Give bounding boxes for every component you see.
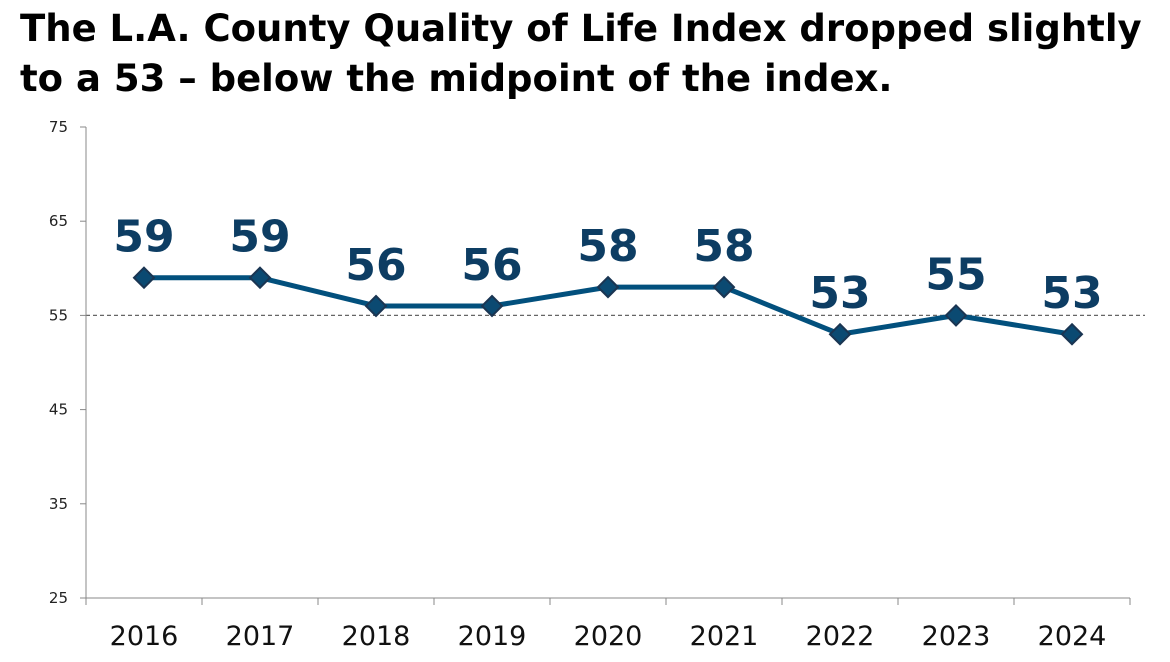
- x-tick-label: 2018: [342, 621, 411, 652]
- y-tick-label: 45: [49, 401, 68, 419]
- y-tick-label: 65: [49, 212, 68, 230]
- data-label: 53: [1041, 268, 1102, 319]
- data-point-marker: [712, 275, 736, 299]
- data-point-marker: [480, 294, 504, 318]
- data-point-marker: [944, 303, 968, 327]
- x-tick-label: 2021: [690, 621, 759, 652]
- x-tick-label: 2024: [1038, 621, 1107, 652]
- data-label: 56: [345, 240, 406, 291]
- data-label: 56: [461, 240, 522, 291]
- data-point-marker: [132, 266, 156, 290]
- data-label: 58: [693, 221, 754, 272]
- axis-layer: 75 65 55 45 35 25 2016 2017 2018 2019 2020 2021 2022…: [49, 118, 1131, 652]
- y-tick-label: 55: [49, 306, 68, 324]
- x-tick-label: 2023: [922, 621, 991, 652]
- data-label: 59: [229, 212, 290, 263]
- data-label-layer: 59 59 56 56 58 58 53 55 53: [113, 212, 1102, 320]
- data-label: 53: [809, 268, 870, 319]
- y-tick-label: 75: [49, 118, 68, 136]
- data-point-marker: [596, 275, 620, 299]
- data-label: 59: [113, 212, 174, 263]
- y-tick-label: 25: [49, 589, 68, 607]
- data-point-marker: [248, 266, 272, 290]
- data-point-marker: [1060, 322, 1084, 346]
- data-label: 58: [577, 221, 638, 272]
- x-tick-label: 2017: [226, 621, 295, 652]
- x-tick-label: 2020: [574, 621, 643, 652]
- x-tick-label: 2019: [458, 621, 527, 652]
- x-tick-label: 2016: [110, 621, 179, 652]
- chart-title: The L.A. County Quality of Life Index dr…: [20, 7, 1142, 100]
- x-tick-label: 2022: [806, 621, 875, 652]
- y-tick-label: 35: [49, 495, 68, 513]
- data-point-marker: [828, 322, 852, 346]
- data-point-marker: [364, 294, 388, 318]
- data-label: 55: [925, 249, 986, 300]
- series-layer: [132, 266, 1084, 346]
